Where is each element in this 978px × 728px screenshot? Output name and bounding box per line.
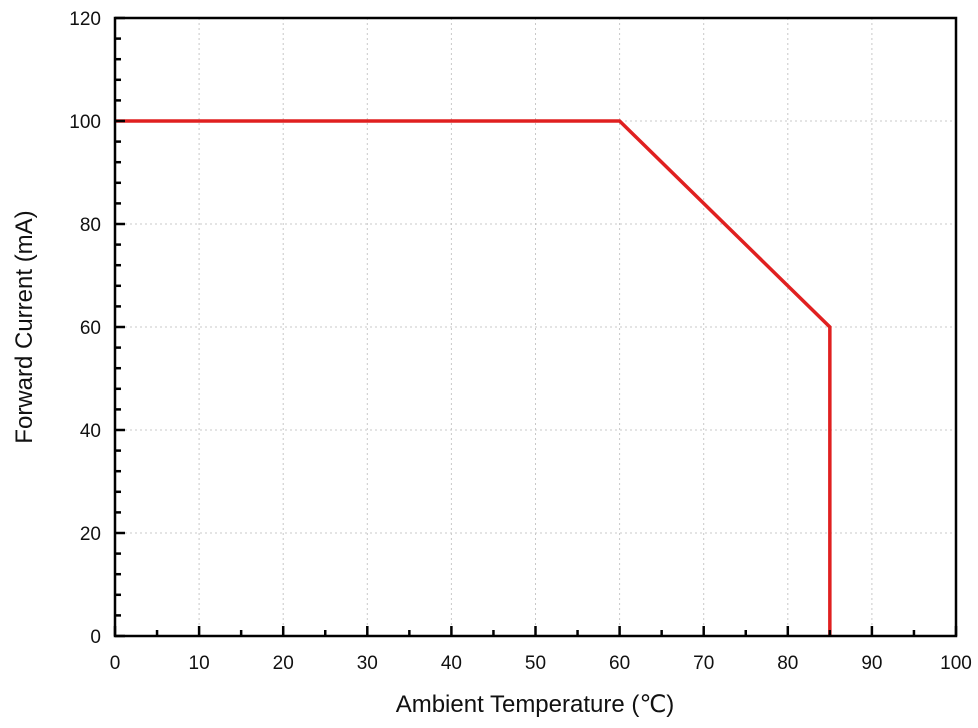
x-tick-label: 0 (110, 653, 121, 674)
x-tick-label: 10 (189, 653, 210, 674)
x-tick-label: 100 (940, 653, 972, 674)
x-tick-label: 50 (525, 653, 546, 674)
x-tick-label: 90 (861, 653, 882, 674)
x-axis-title: Ambient Temperature (℃) (396, 691, 675, 718)
x-tick-label: 30 (357, 653, 378, 674)
x-tick-label: 60 (609, 653, 630, 674)
y-tick-label: 60 (80, 318, 101, 339)
derating-curve-line (115, 119, 832, 636)
tick-label-layer: 0 10 20 30 40 50 60 70 80 90 100 0 20 40 60 80 100 120 (69, 9, 972, 674)
series-layer (115, 119, 832, 636)
y-tick-label: 100 (69, 112, 101, 133)
grid-layer (115, 18, 956, 636)
x-tick-label: 70 (693, 653, 714, 674)
y-axis-title: Forward Current (mA) (11, 210, 38, 443)
tick-layer (113, 16, 958, 638)
x-tick-label: 40 (441, 653, 462, 674)
y-tick-label: 120 (69, 9, 101, 30)
y-tick-label: 0 (90, 627, 101, 648)
y-tick-label: 80 (80, 215, 101, 236)
x-tick-label: 20 (273, 653, 294, 674)
y-tick-label: 40 (80, 421, 101, 442)
y-tick-label: 20 (80, 524, 101, 545)
x-tick-label: 80 (777, 653, 798, 674)
